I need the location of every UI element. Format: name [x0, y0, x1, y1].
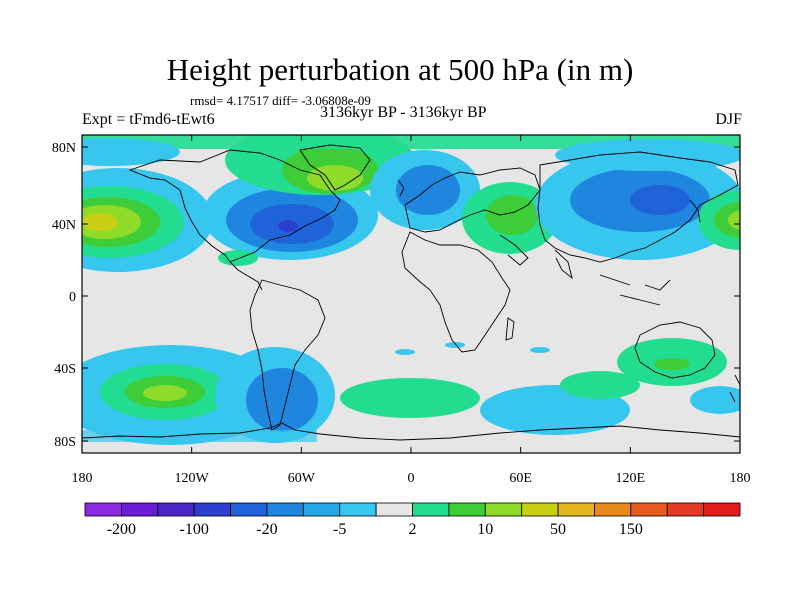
colorbar-swatch	[375, 502, 413, 517]
colorbar-swatch	[594, 502, 632, 517]
coast-se-asia	[599, 274, 671, 306]
contour-tropical-atlantic	[218, 250, 258, 266]
colorbar-swatch	[120, 502, 159, 517]
colorbar-label: -200	[107, 521, 136, 538]
x-tick-label: 120E	[616, 471, 646, 486]
y-tick-label: 80N	[52, 141, 76, 156]
colorbar-label: -5	[333, 521, 346, 538]
contour-arctic-blue-right	[555, 139, 740, 171]
contour-antarctic-light	[82, 430, 317, 442]
coastlines	[82, 144, 740, 441]
y-tick-label: 40S	[54, 362, 76, 377]
colorbar-swatch	[157, 502, 195, 517]
y-tick-label: 80S	[54, 435, 76, 450]
contour-sh-pacific-yellowgreen	[143, 385, 187, 401]
colorbar-swatch	[666, 502, 705, 517]
coast-africa	[401, 231, 511, 353]
stats-label: rmsd= 4.17517 diff= -3.06808e-09	[190, 93, 371, 108]
coast-asia	[537, 151, 739, 263]
x-tick-label: 60E	[509, 471, 532, 486]
contour-asia-darkblue	[630, 185, 690, 215]
colorbar-swatch	[84, 502, 122, 517]
coast-japan	[689, 199, 701, 223]
coast-greenland	[299, 144, 371, 191]
y-tick-label: 40N	[52, 218, 76, 233]
contour-samerica-blue	[246, 368, 318, 432]
period-label: 3136kyr BP - 3136kyr BP	[320, 104, 487, 121]
axis-ticks: 180 120W 60W 0 60E 120E 180 80N 40N 0 40S 80S	[52, 135, 751, 486]
coast-australia	[634, 321, 716, 379]
colorbar-swatch	[266, 502, 304, 517]
colorbar-swatch	[230, 502, 268, 517]
x-tick-label: 180	[730, 471, 751, 486]
colorbar: -200 -100 -20 -5 2 10 50 150	[84, 502, 741, 538]
contour-mideast-lime	[486, 195, 538, 235]
x-tick-label: 0	[408, 471, 415, 486]
contour-patch-1	[395, 349, 415, 355]
contour-greenland-yellowgreen	[307, 165, 363, 191]
contour-s-pacific-right	[690, 386, 740, 414]
colorbar-swatch	[557, 502, 595, 517]
x-tick-label: 60W	[288, 471, 316, 486]
colorbar-label: 2	[409, 521, 417, 538]
coast-new-zealand	[729, 374, 740, 403]
coast-arabia-india	[499, 234, 573, 280]
contour-namerica-navy	[278, 220, 298, 232]
colorbar-swatch	[412, 502, 450, 517]
colorbar-label: 50	[550, 521, 566, 538]
colorbar-swatch	[302, 502, 341, 517]
colorbar-label: -100	[180, 521, 209, 538]
contour-field	[82, 135, 740, 453]
colorbar-label: 150	[619, 521, 643, 538]
colorbar-label: 10	[477, 521, 493, 538]
contour-fareast-yellowgreen	[728, 210, 740, 230]
coast-south-america	[249, 279, 326, 431]
coast-europe	[404, 167, 541, 233]
y-tick-label: 0	[69, 290, 76, 305]
colorbar-swatch	[193, 502, 231, 517]
contour-australia-lime	[654, 358, 690, 370]
colorbar-swatch	[484, 502, 523, 517]
colorbar-label: -20	[256, 521, 277, 538]
coast-antarctica	[82, 422, 740, 441]
contour-fareast-lime	[714, 202, 740, 238]
experiment-label: Expt = tFmd6-tEwt6	[82, 111, 215, 128]
contour-patch-2	[445, 342, 465, 348]
contour-nh-pacific-yellow	[82, 213, 118, 231]
coast-madagascar	[505, 317, 515, 341]
contour-europe-blue	[396, 165, 460, 215]
contour-patch-3	[530, 347, 550, 353]
coast-uk	[397, 179, 405, 197]
colorbar-swatch	[703, 502, 741, 517]
colorbar-swatch	[630, 502, 668, 517]
contour-arctic-light-left	[82, 138, 180, 166]
contour-s-indian-green	[560, 371, 640, 399]
season-label: DJF	[715, 111, 742, 128]
coast-north-america	[128, 149, 341, 263]
x-tick-label: 180	[72, 471, 93, 486]
contour-s-atlantic-green	[340, 378, 480, 418]
colorbar-swatch	[448, 502, 486, 517]
plot-title: Height perturbation at 500 hPa (in m)	[166, 52, 634, 87]
x-tick-label: 120W	[175, 471, 210, 486]
colorbar-swatch	[339, 502, 377, 517]
colorbar-swatch	[521, 502, 559, 517]
